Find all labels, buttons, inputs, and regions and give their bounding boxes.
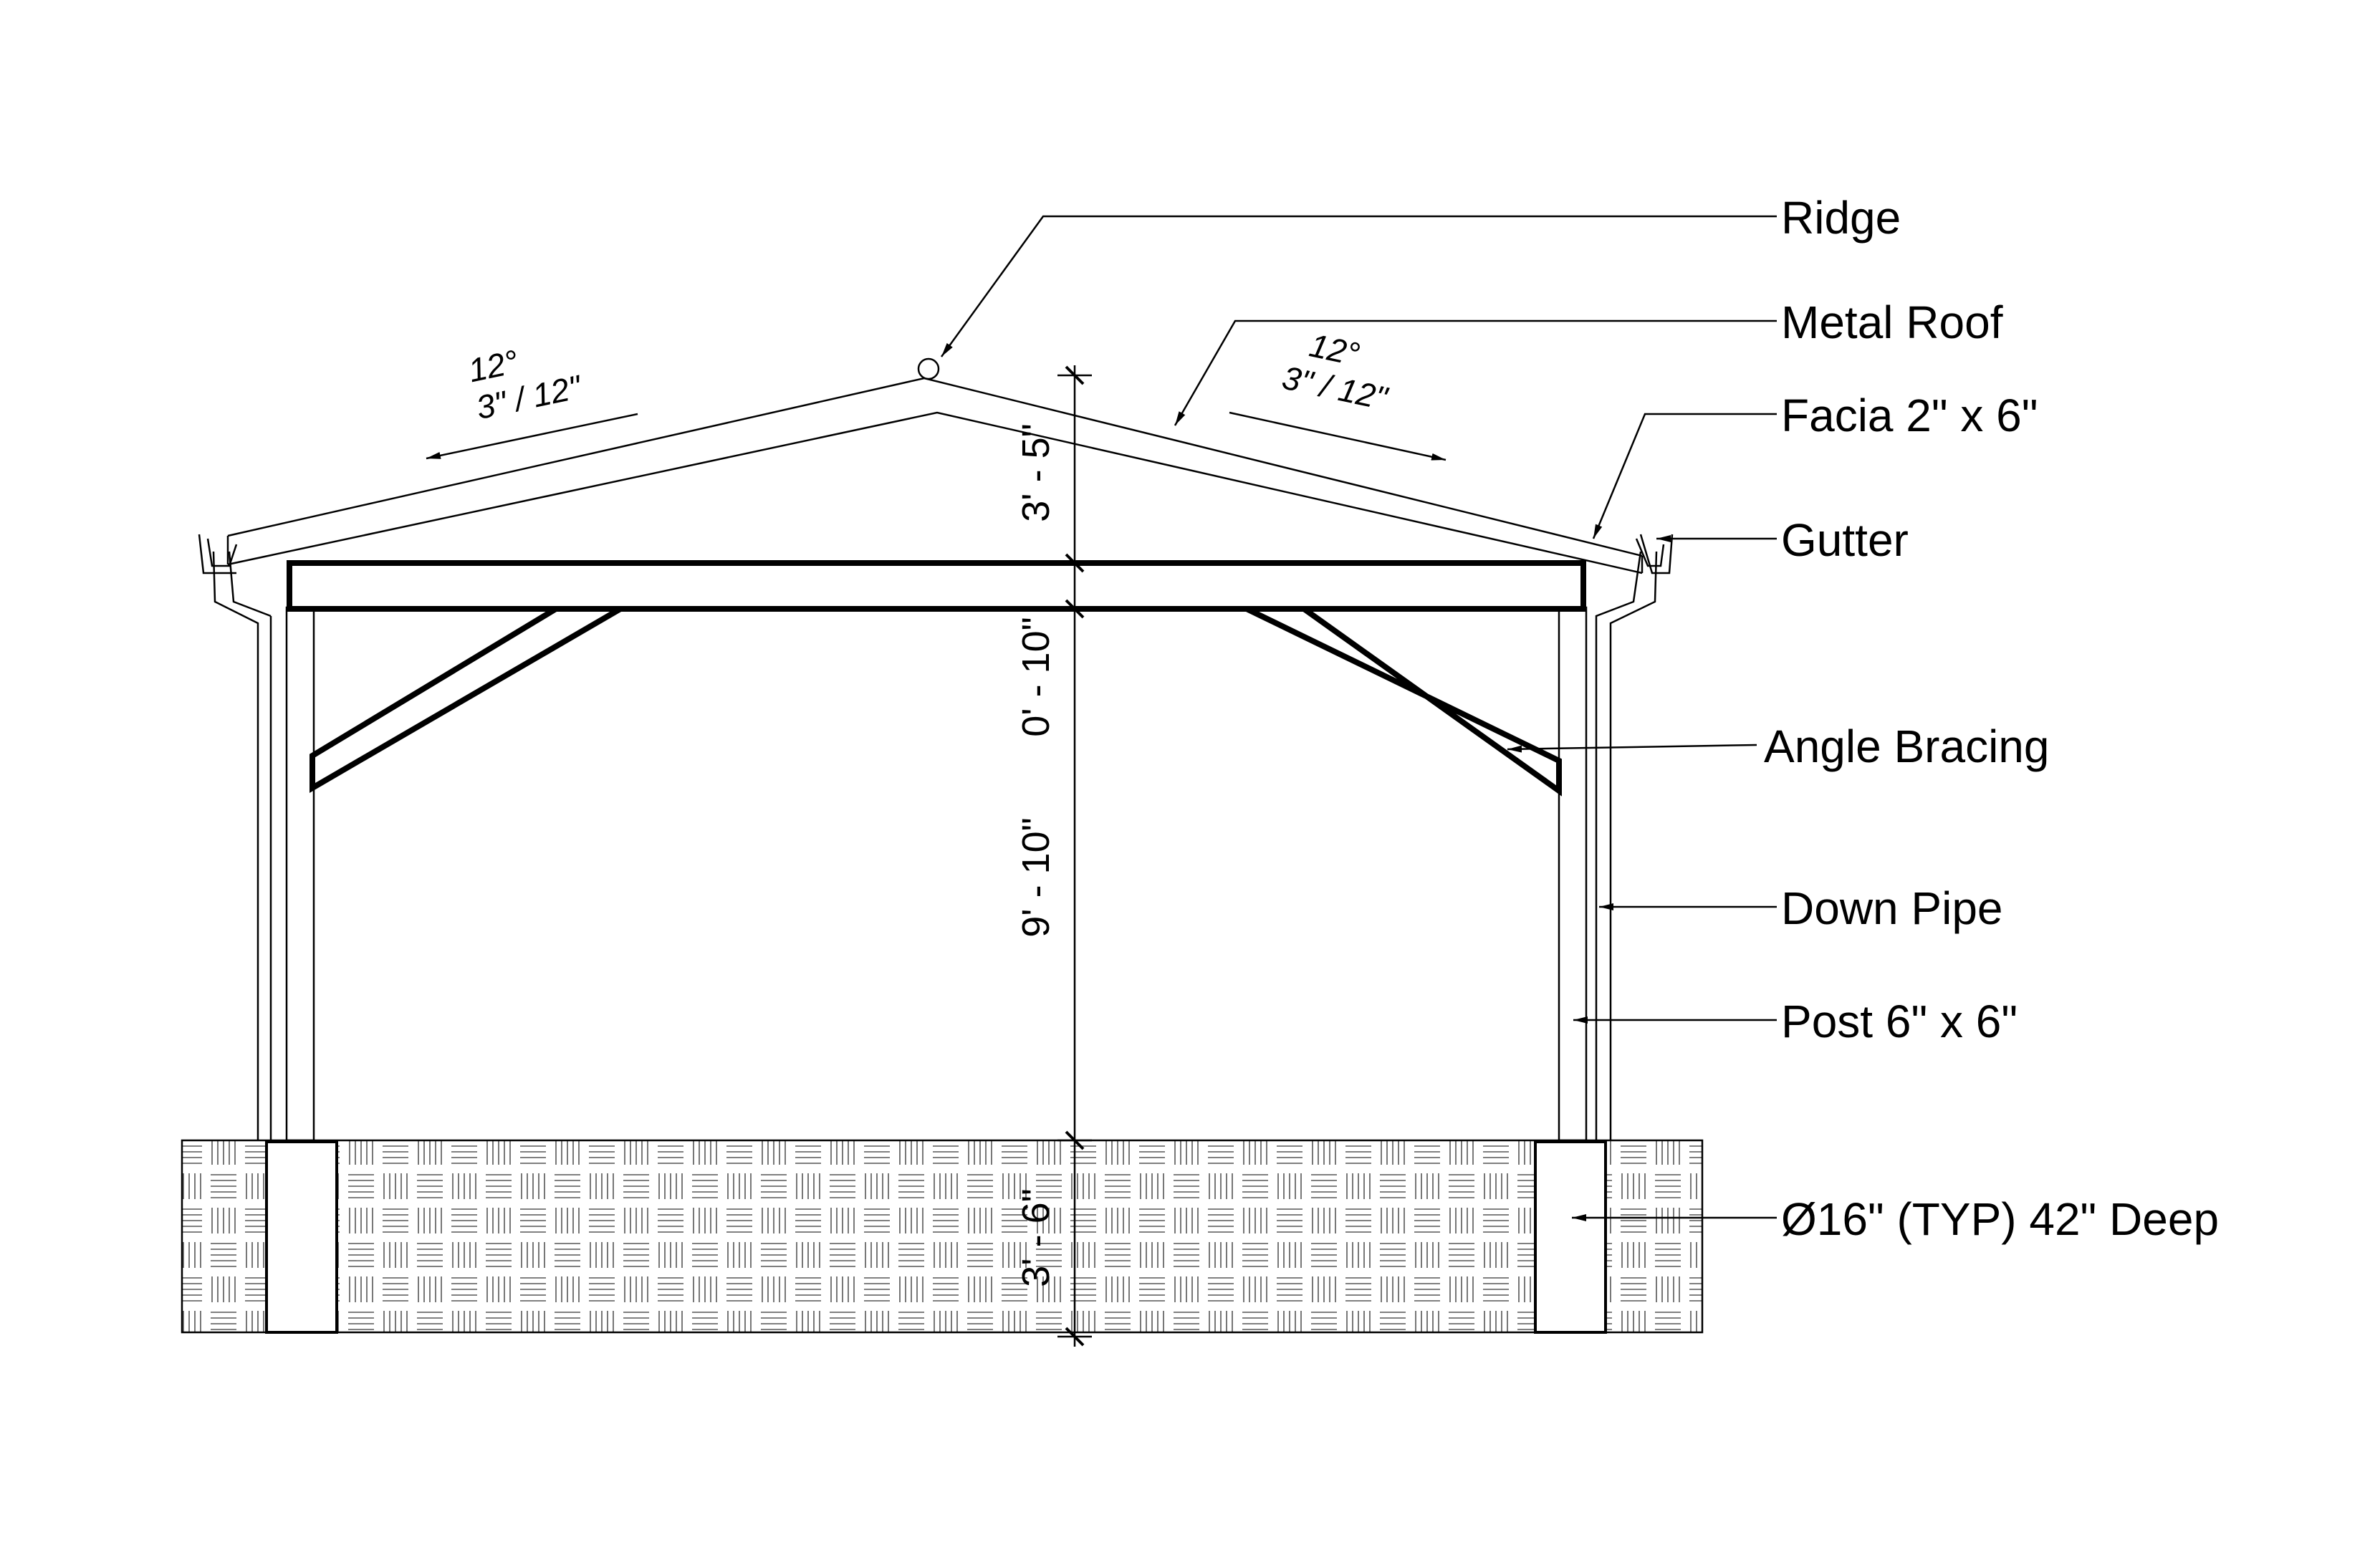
dim-post-height: 9' - 10"	[1014, 817, 1057, 938]
left-post	[269, 606, 315, 1142]
right-angle-brace	[1245, 606, 1562, 797]
left-angle-brace	[310, 606, 631, 793]
metal-roof	[226, 377, 1644, 574]
dim-roof-height: 3' - 5"	[1014, 423, 1057, 522]
left-gutter	[198, 534, 238, 574]
label-down-pipe: Down Pipe	[1781, 882, 2003, 934]
vertical-dimension-line	[1057, 365, 1092, 1347]
label-metal-roof: Metal Roof	[1781, 297, 2003, 348]
leader-ridge	[940, 215, 1777, 357]
leader-metal-roof	[1174, 319, 1777, 426]
slope-annotation-right: 12° 3" / 12"	[1279, 326, 1392, 417]
slope-arrow-left	[426, 413, 638, 460]
dim-beam-depth: 0' - 10"	[1014, 617, 1057, 737]
leader-facia	[1592, 413, 1777, 539]
label-footing: Ø16" (TYP) 42" Deep	[1781, 1193, 2219, 1245]
label-gutter: Gutter	[1781, 514, 1909, 566]
leader-angle-bracing	[1507, 744, 1757, 753]
label-facia: Facia 2" x 6"	[1781, 390, 2038, 441]
left-down-pipe	[212, 551, 272, 1140]
label-angle-bracing: Angle Bracing	[1764, 721, 2049, 772]
label-post: Post 6" x 6"	[1781, 996, 2018, 1047]
right-post	[1558, 606, 1588, 1142]
ridge-cap	[917, 357, 940, 380]
right-down-pipe	[1595, 551, 1658, 1140]
right-footing-pier	[1534, 1140, 1607, 1334]
main-beam	[287, 560, 1586, 612]
right-gutter	[1635, 534, 1674, 574]
slope-arrow-right	[1229, 411, 1447, 461]
label-ridge: Ridge	[1781, 192, 1901, 244]
footing-ground	[181, 1139, 1704, 1334]
slope-annotation-left: 12° 3" / 12"	[465, 342, 586, 426]
left-footing-pier	[265, 1140, 338, 1334]
dim-footing-depth: 3' - 6"	[1014, 1188, 1057, 1287]
